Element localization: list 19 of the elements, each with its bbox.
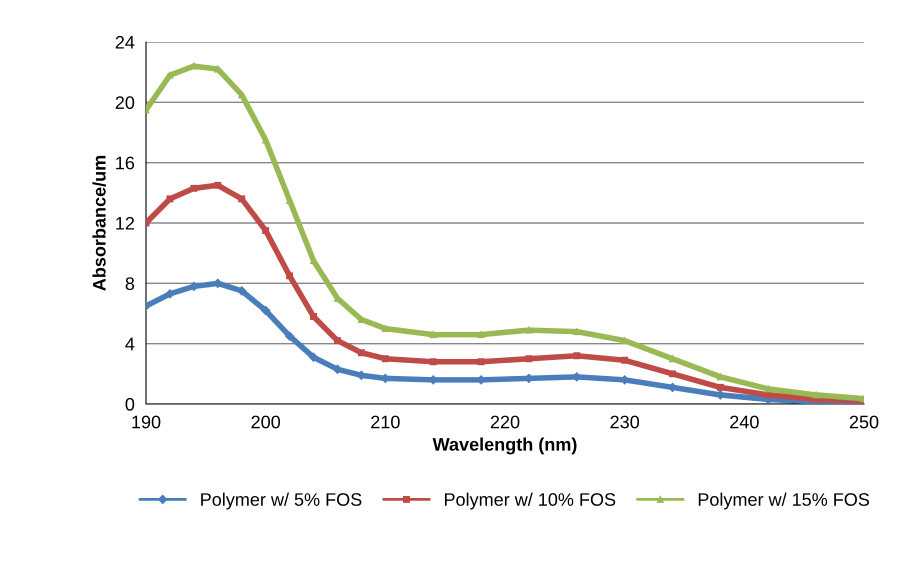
- x-tick-label: 250: [850, 416, 878, 428]
- legend-label: Polymer w/ 5% FOS: [201, 492, 362, 510]
- y-tick-label: 24: [116, 36, 134, 49]
- y-tick-label: 16: [116, 156, 134, 170]
- y-tick-label: 20: [116, 96, 134, 110]
- legend-label: Polymer w/ 10% FOS: [444, 492, 616, 510]
- y-axis-title: Absorbance/um: [92, 156, 106, 291]
- y-tick-label: 8: [126, 277, 134, 290]
- x-tick-label: 220: [490, 416, 520, 428]
- x-tick-label: 230: [610, 416, 640, 428]
- y-tick-label: 0: [126, 398, 134, 411]
- legend-label: Polymer w/ 15% FOS: [698, 492, 870, 510]
- y-tick-label: 4: [125, 338, 134, 350]
- y-tick-label: 12: [116, 216, 134, 230]
- x-tick-label: 190: [132, 416, 160, 428]
- x-tick-label: 200: [252, 416, 280, 428]
- x-tick-label: 210: [371, 416, 400, 428]
- x-tick-label: 240: [730, 416, 759, 428]
- x-axis-title: Wavelength (nm): [432, 438, 576, 454]
